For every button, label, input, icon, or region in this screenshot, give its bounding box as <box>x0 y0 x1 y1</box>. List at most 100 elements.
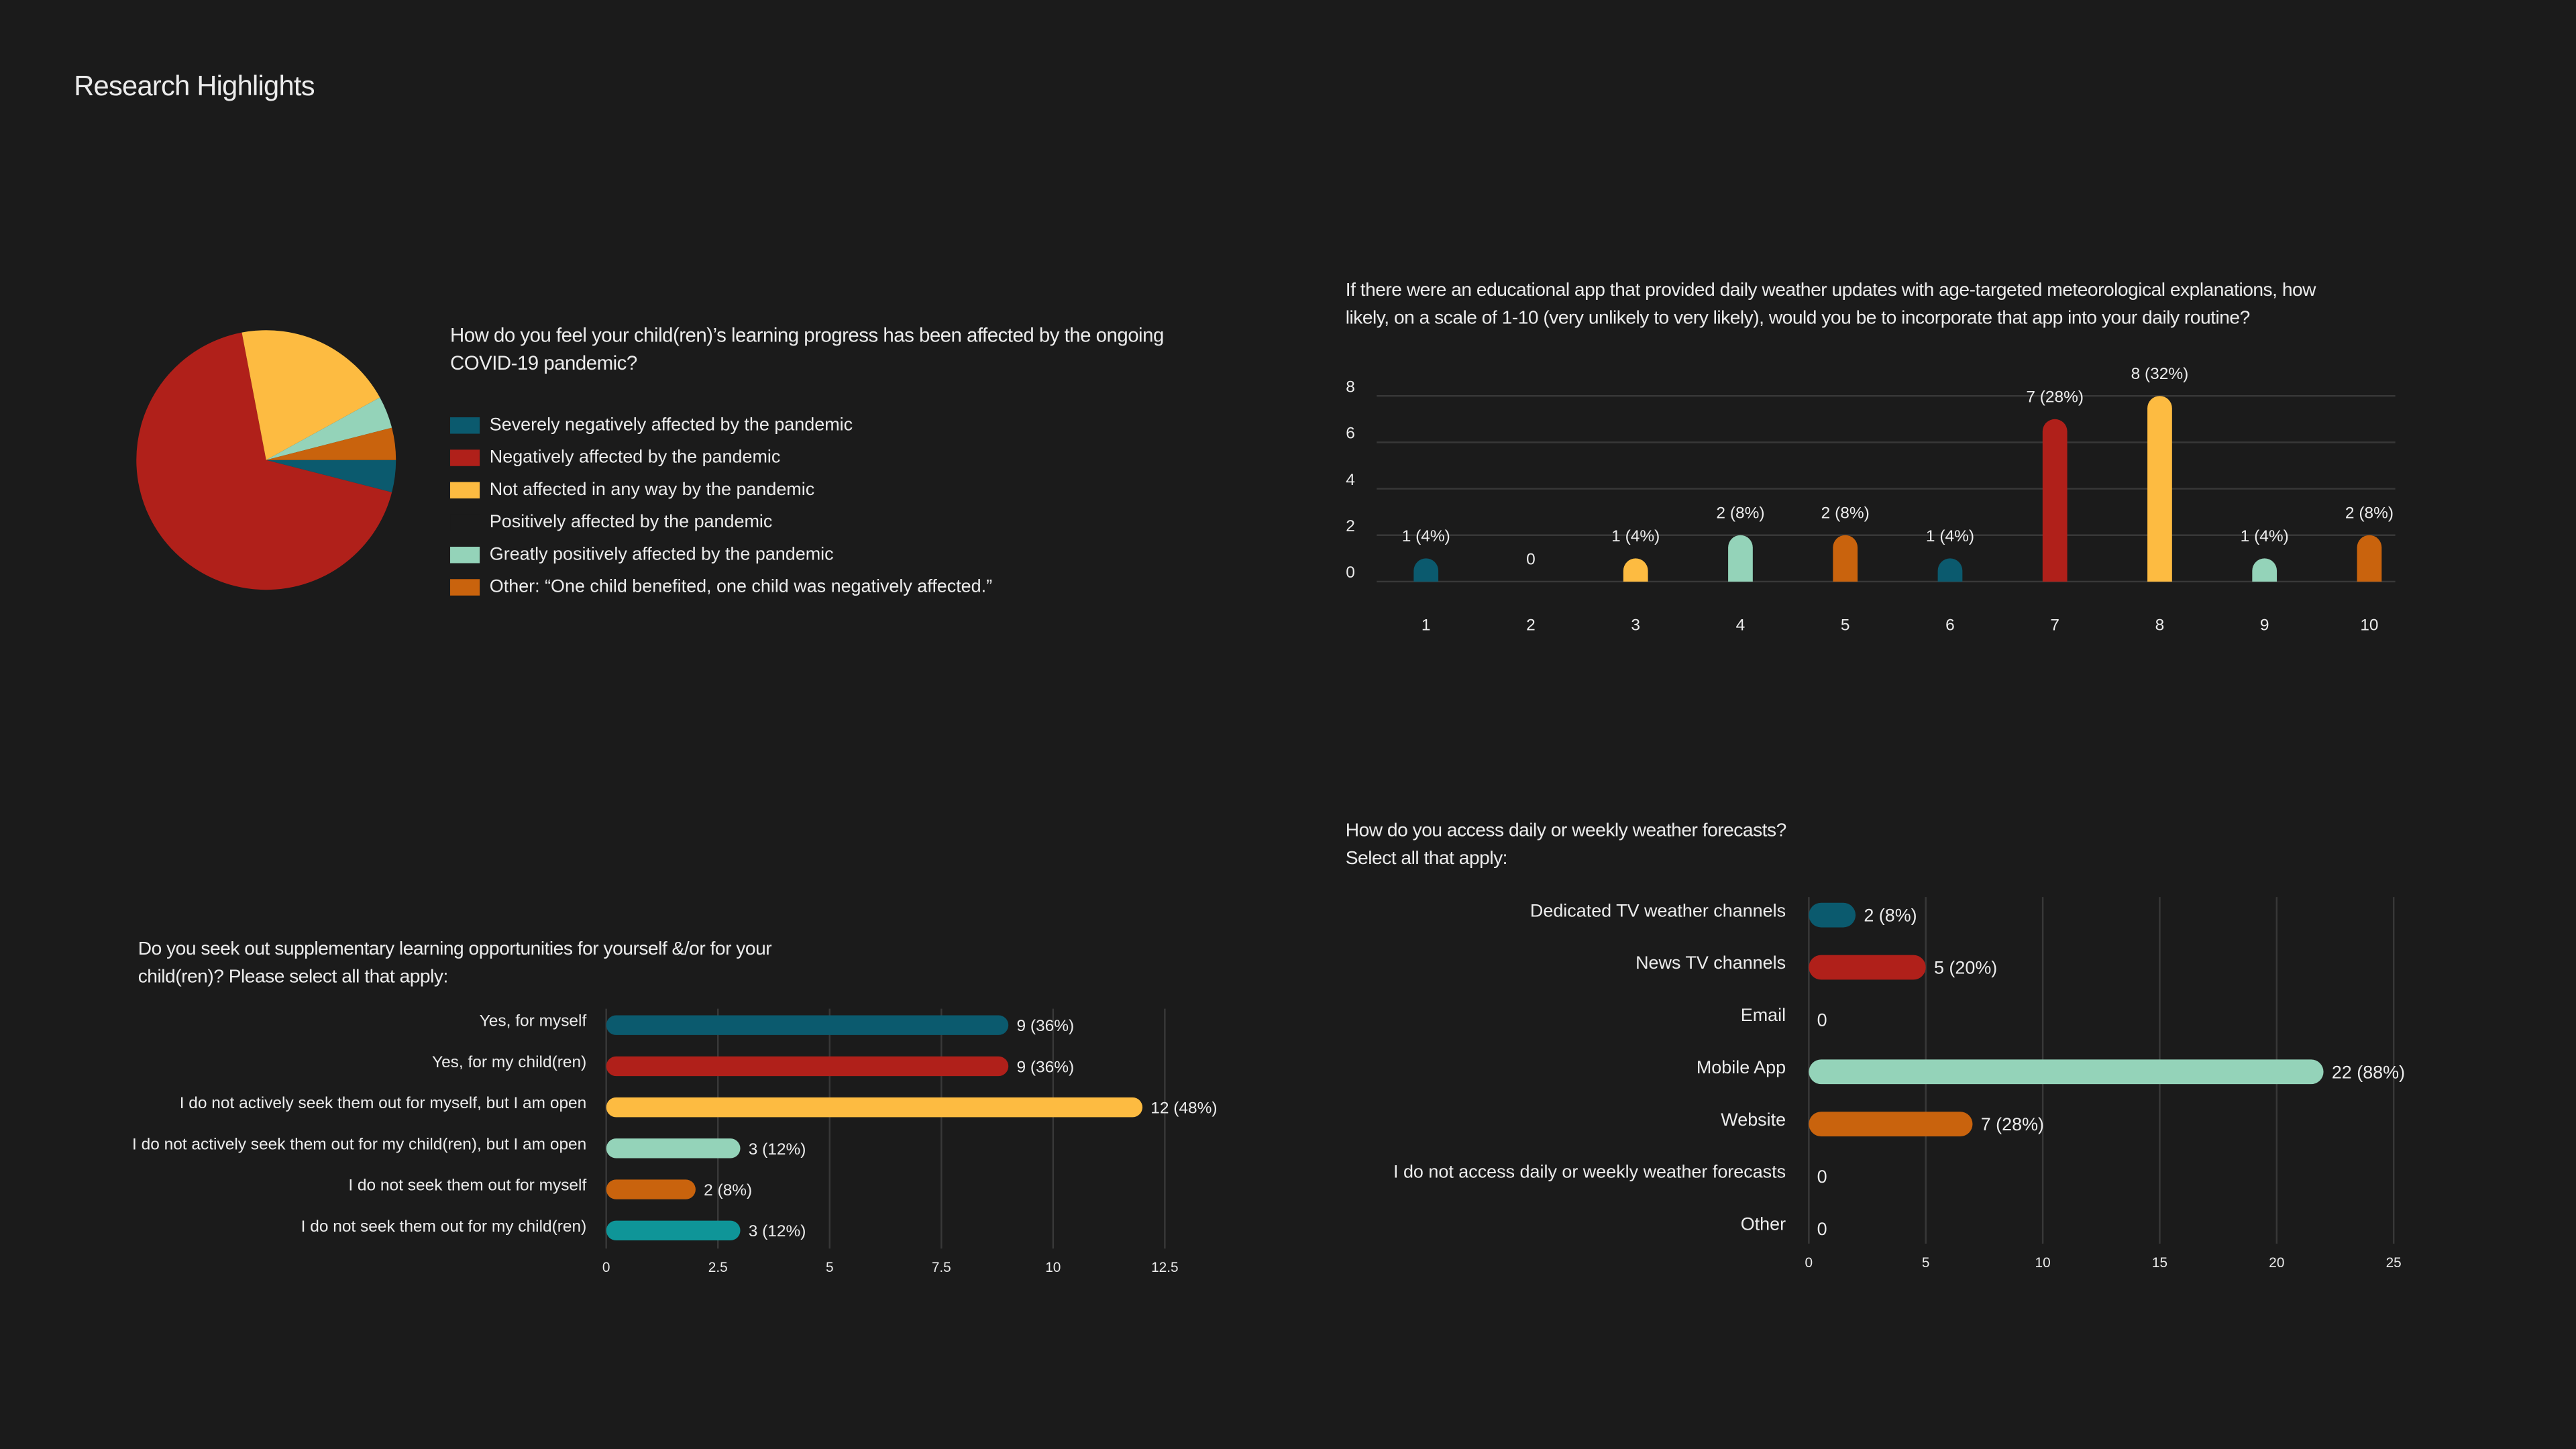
value-label: 2 (8%) <box>704 1181 752 1199</box>
y-tick-label: 0 <box>1346 564 1355 582</box>
x-tick-label: 10 <box>2035 1255 2051 1271</box>
bar <box>606 1015 1009 1035</box>
x-tick-label: 5 <box>1841 616 1850 635</box>
chart-title: How do you access daily or weekly weathe… <box>1345 821 1787 869</box>
value-label: 22 (88%) <box>2332 1062 2405 1082</box>
bar <box>606 1179 696 1199</box>
y-tick-label: I do not access daily or weekly weather … <box>1393 1162 1786 1182</box>
y-tick-label: I do not actively seek them out for my c… <box>132 1135 586 1153</box>
value-label: 2 (8%) <box>2345 504 2394 522</box>
chart-title: If there were an educational app that pr… <box>1345 280 2316 329</box>
y-tick-label: Mobile App <box>1697 1057 1786 1077</box>
x-tick-label: 5 <box>826 1260 834 1275</box>
value-label: 9 (36%) <box>1016 1058 1074 1076</box>
legend-swatch <box>450 482 480 499</box>
x-tick-label: 10 <box>2360 616 2378 635</box>
value-label: 9 (36%) <box>1016 1017 1074 1035</box>
x-tick-label: 6 <box>1945 616 1955 635</box>
legend-swatch <box>450 579 480 596</box>
legend-swatch <box>450 417 480 434</box>
bar <box>1809 902 1856 928</box>
x-tick-label: 15 <box>2152 1255 2167 1271</box>
value-label: 2 (8%) <box>1821 504 1870 522</box>
value-label: 2 (8%) <box>1864 906 1917 926</box>
y-tick-label: 2 <box>1346 517 1355 535</box>
y-tick-label: Other <box>1741 1214 1786 1234</box>
legend-label: Greatly positively affected by the pande… <box>490 543 834 564</box>
x-tick-label: 2.5 <box>708 1260 728 1275</box>
y-tick-label: I do not actively seek them out for myse… <box>180 1094 587 1112</box>
x-tick-label: 5 <box>1922 1255 1930 1271</box>
bar <box>606 1220 741 1240</box>
legend-swatch <box>450 514 480 531</box>
bar <box>1833 535 1858 582</box>
chart-title: Do you seek out supplementary learning o… <box>138 939 772 987</box>
y-tick-label: 4 <box>1346 471 1355 489</box>
x-tick-label: 1 <box>1421 616 1431 635</box>
legend-swatch <box>450 449 480 466</box>
bar <box>1413 558 1439 582</box>
value-label: 5 (20%) <box>1934 958 1997 978</box>
value-label: 7 (28%) <box>1981 1114 2044 1134</box>
chart-title: How do you feel your child(ren)’s learni… <box>450 323 1164 375</box>
y-tick-label: Yes, for myself <box>480 1012 587 1030</box>
y-tick-label: News TV channels <box>1635 953 1786 973</box>
pie-slice <box>266 460 396 492</box>
value-label: 3 (12%) <box>749 1140 806 1159</box>
value-label: 1 (4%) <box>1402 527 1450 545</box>
x-tick-label: 0 <box>1805 1255 1813 1271</box>
value-label: 2 (8%) <box>1716 504 1764 522</box>
x-tick-label: 20 <box>2269 1255 2284 1271</box>
x-tick-label: 10 <box>1045 1260 1061 1275</box>
bar <box>1809 955 1926 980</box>
bar <box>1809 1059 2324 1085</box>
bar <box>2147 396 2172 582</box>
x-tick-label: 7 <box>2050 616 2059 635</box>
pie-slice <box>241 330 380 460</box>
y-tick-label: 8 <box>1346 378 1355 396</box>
x-tick-label: 8 <box>2155 616 2165 635</box>
bar <box>1623 558 1648 582</box>
y-tick-label: Dedicated TV weather channels <box>1530 900 1786 920</box>
y-tick-label: 6 <box>1346 425 1355 443</box>
bar <box>2042 419 2068 582</box>
x-tick-label: 4 <box>1736 616 1746 635</box>
y-tick-label: Website <box>1721 1110 1786 1130</box>
bar <box>2252 558 2277 582</box>
y-tick-label: Yes, for my child(ren) <box>432 1053 586 1071</box>
value-label: 3 (12%) <box>749 1222 806 1240</box>
value-label: 0 <box>1526 551 1536 569</box>
y-tick-label: I do not seek them out for my child(ren) <box>301 1218 587 1236</box>
pie-slice <box>266 397 392 460</box>
page-title: Research Highlights <box>74 70 315 102</box>
legend-label: Severely negatively affected by the pand… <box>490 414 853 434</box>
legend-label: Not affected in any way by the pandemic <box>490 479 814 499</box>
legend-label: Negatively affected by the pandemic <box>490 447 781 467</box>
y-tick-label: I do not seek them out for myself <box>348 1177 586 1195</box>
value-label: 1 (4%) <box>1926 527 1974 545</box>
pie-slice <box>266 427 396 460</box>
value-label: 12 (48%) <box>1150 1099 1217 1118</box>
bar <box>1937 558 1963 582</box>
bar <box>606 1056 1009 1077</box>
value-label: 8 (32%) <box>2131 365 2189 383</box>
legend-label: Positively affected by the pandemic <box>490 511 773 531</box>
bar <box>2357 535 2382 582</box>
value-label: 1 (4%) <box>2241 527 2289 545</box>
x-tick-label: 2 <box>1526 616 1536 635</box>
x-tick-label: 12.5 <box>1151 1260 1178 1275</box>
y-tick-label: Email <box>1741 1005 1786 1025</box>
x-tick-label: 7.5 <box>932 1260 951 1275</box>
bar <box>606 1138 741 1159</box>
x-tick-label: 25 <box>2386 1255 2402 1271</box>
x-tick-label: 3 <box>1631 616 1640 635</box>
value-label: 1 (4%) <box>1611 527 1660 545</box>
x-tick-label: 0 <box>602 1260 610 1275</box>
pie-slice <box>136 332 392 590</box>
bar <box>606 1097 1143 1118</box>
legend-label: Other: “One child benefited, one child w… <box>490 576 992 596</box>
value-label: 0 <box>1817 1010 1827 1030</box>
